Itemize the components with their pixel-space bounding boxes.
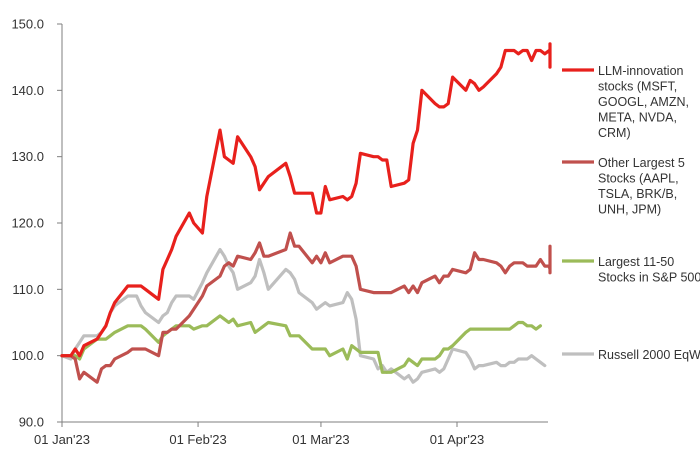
y-tick-label: 90.0	[19, 415, 44, 430]
legend-label: GOOGL, AMZN,	[598, 95, 689, 109]
legend-label: Russell 2000 EqW	[598, 348, 700, 362]
legend-label: Stocks in S&P 500	[598, 271, 700, 285]
x-tick-label: 01 Apr'23	[430, 432, 485, 447]
legend-entry-3: Russell 2000 EqW	[562, 348, 700, 362]
series-line-0	[60, 42, 552, 358]
legend-label: LLM-innovation	[598, 64, 684, 78]
legend-label: UNH, JPM)	[598, 203, 661, 217]
chart-axes: 90.0 100.0 110.0 120.0 130.0 140.0 150.0 01 Jan…	[11, 17, 548, 447]
y-tick-label: 140.0	[11, 83, 44, 98]
legend-label: META, NVDA,	[598, 111, 677, 125]
legend-label: Largest 11-50	[598, 255, 674, 269]
legend-label: Stocks (AAPL,	[598, 172, 679, 186]
x-tick-label: 01 Jan'23	[34, 432, 90, 447]
y-tick-label: 150.0	[11, 17, 44, 32]
x-tick-label: 01 Feb'23	[169, 432, 226, 447]
chart-legend: LLM-innovation stocks (MSFT,GOOGL, AMZN, M…	[562, 64, 700, 362]
chart-series-lines	[60, 42, 552, 384]
y-tick-label: 110.0	[12, 282, 44, 297]
legend-label: TSLA, BRK/B,	[598, 187, 677, 201]
legend-label: stocks (MSFT,	[598, 80, 677, 94]
legend-entry-1: Other Largest 5 Stocks (AAPL,TSLA, BRK/B,…	[562, 156, 685, 217]
series-line-3	[60, 247, 547, 384]
y-tick-label: 120.0	[11, 216, 44, 231]
legend-entry-2: Largest 11-50 Stocks in S&P 500	[562, 255, 700, 285]
x-tick-label: 01 Mar'23	[292, 432, 349, 447]
series-line-1	[60, 231, 552, 384]
y-tick-label: 130.0	[11, 149, 44, 164]
series-line-2	[60, 314, 542, 374]
y-tick-label: 100.0	[11, 348, 44, 363]
legend-entry-0: LLM-innovation stocks (MSFT,GOOGL, AMZN, M…	[562, 64, 689, 140]
legend-label: Other Largest 5	[598, 156, 685, 170]
legend-label: CRM)	[598, 126, 631, 140]
